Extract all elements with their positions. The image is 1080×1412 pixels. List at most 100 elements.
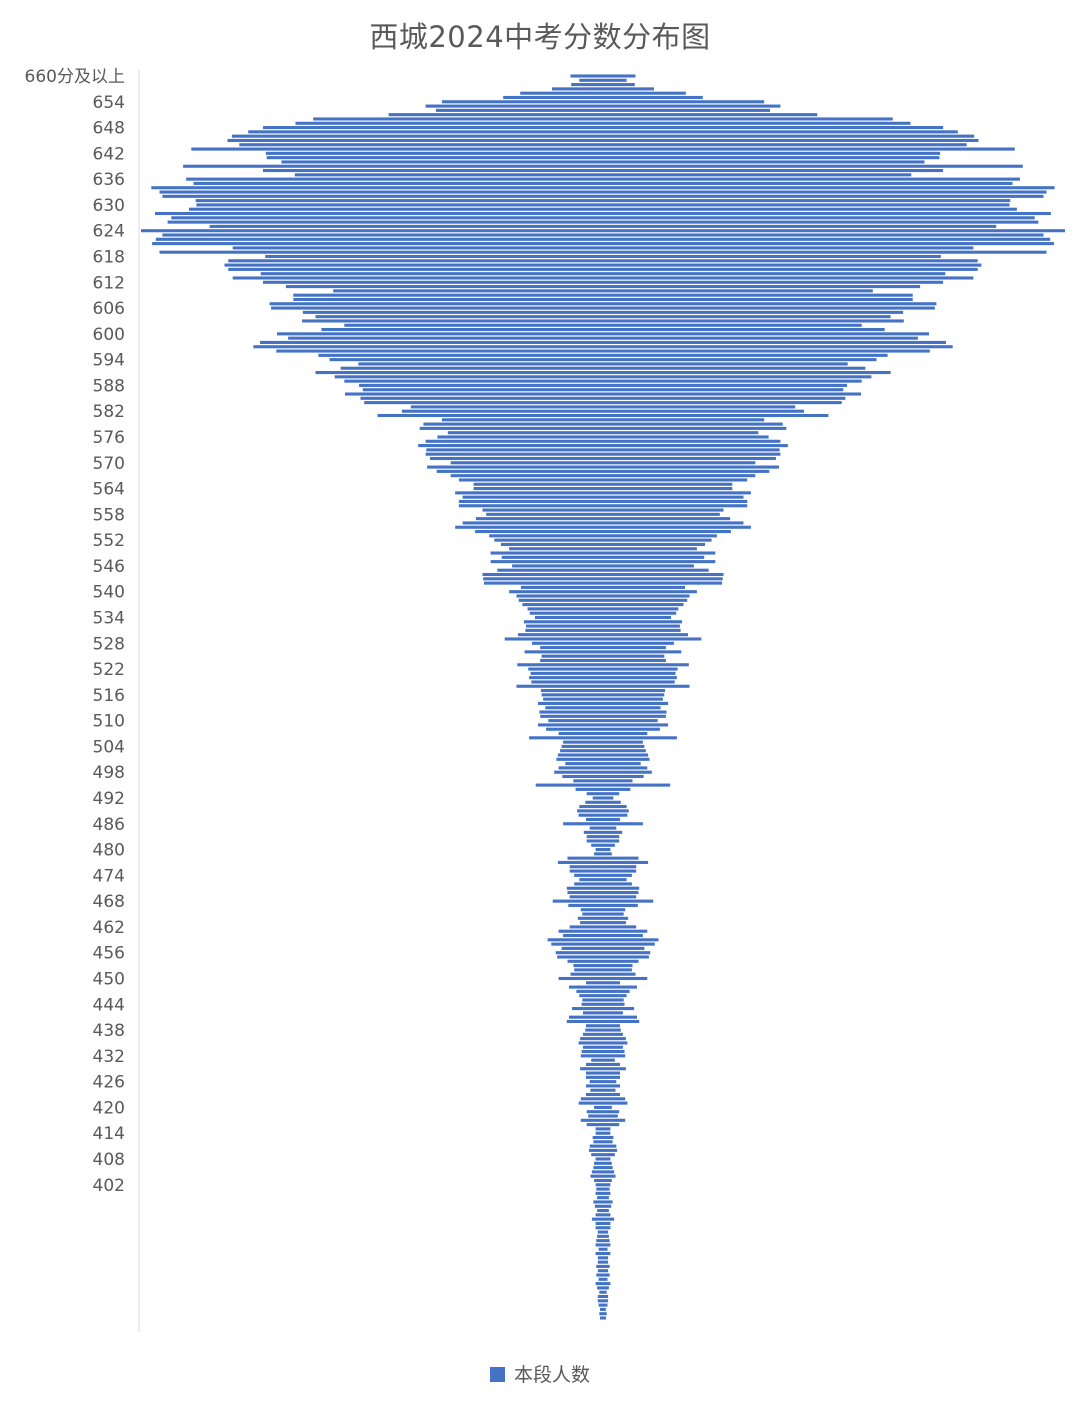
- bar: [583, 1032, 623, 1036]
- bar: [567, 959, 639, 963]
- y-tick-label: 522: [93, 660, 125, 680]
- bar: [597, 1196, 609, 1200]
- bar: [570, 74, 636, 78]
- y-tick-label: 504: [93, 737, 125, 757]
- bar: [569, 869, 637, 873]
- bar: [574, 873, 632, 877]
- bar: [423, 422, 783, 426]
- y-tick-label: 576: [93, 428, 125, 448]
- bar: [595, 1243, 611, 1247]
- bar: [155, 211, 1051, 216]
- bar: [401, 409, 804, 413]
- bar: [589, 1148, 618, 1152]
- bar: [281, 160, 925, 164]
- bar: [556, 757, 650, 761]
- bar: [594, 1105, 612, 1109]
- bar: [489, 534, 717, 538]
- bar: [598, 1277, 608, 1281]
- bar: [580, 1037, 626, 1041]
- bar: [490, 551, 716, 555]
- bar: [595, 1183, 611, 1187]
- bar: [595, 1213, 611, 1217]
- bar: [595, 848, 611, 852]
- bar: [294, 173, 912, 177]
- bar: [171, 216, 1035, 220]
- y-tick-label: 600: [93, 325, 125, 345]
- y-tick-label: 444: [93, 995, 125, 1015]
- bar: [410, 405, 796, 409]
- bar: [359, 383, 847, 387]
- bar: [579, 805, 627, 809]
- bar: [517, 663, 689, 667]
- bar: [582, 912, 624, 916]
- bar: [590, 1174, 616, 1178]
- bar: [441, 418, 765, 422]
- bar: [263, 280, 944, 284]
- bar: [152, 242, 1054, 246]
- bar: [578, 1041, 628, 1045]
- bar: [509, 547, 697, 551]
- y-tick-label: 438: [93, 1021, 125, 1041]
- bar: [288, 336, 918, 340]
- bar: [558, 929, 648, 933]
- bar: [586, 1110, 620, 1114]
- bar: [586, 839, 620, 843]
- bar: [599, 1290, 607, 1294]
- bar: [302, 319, 904, 323]
- bar: [563, 740, 643, 744]
- bar: [593, 1140, 613, 1144]
- bar: [580, 1067, 626, 1071]
- bar: [577, 809, 629, 813]
- bar: [425, 104, 781, 108]
- bar: [577, 916, 629, 920]
- bar: [586, 1071, 620, 1075]
- bar: [260, 340, 946, 344]
- bar: [321, 328, 885, 332]
- bar: [548, 719, 658, 723]
- bar: [183, 164, 1023, 168]
- chart-title: 西城2024中考分数分布图: [369, 20, 711, 54]
- bar: [585, 1028, 621, 1032]
- bar: [586, 1062, 620, 1066]
- bar: [425, 452, 781, 456]
- bar: [581, 1050, 625, 1054]
- bar: [589, 1080, 617, 1084]
- y-tick-label: 492: [93, 789, 125, 809]
- bar: [358, 362, 848, 366]
- y-tick-label: 432: [93, 1047, 125, 1067]
- y-tick-label: 552: [93, 531, 125, 551]
- bar: [277, 332, 929, 336]
- y-tick-label: 474: [93, 866, 125, 886]
- bar: [600, 1307, 606, 1311]
- bar: [224, 263, 982, 267]
- bar: [596, 1239, 610, 1243]
- y-tick-label: 498: [93, 763, 125, 783]
- bar: [581, 1002, 625, 1006]
- bar: [558, 976, 648, 981]
- bar: [269, 302, 937, 306]
- y-tick-label: 540: [93, 583, 125, 603]
- bar: [540, 689, 666, 693]
- bar: [538, 701, 669, 705]
- bar: [427, 465, 779, 469]
- bar: [458, 478, 748, 482]
- bar: [535, 615, 671, 620]
- y-tick-label: 648: [93, 119, 125, 139]
- bar: [231, 134, 975, 138]
- y-tick-label: 606: [93, 299, 125, 319]
- bar: [162, 194, 1044, 198]
- bar: [447, 431, 759, 435]
- legend-label: 本段人数: [513, 1364, 590, 1386]
- bar: [516, 594, 690, 598]
- bar: [482, 572, 724, 577]
- bar: [547, 938, 659, 942]
- bar: [509, 590, 697, 594]
- bar: [594, 852, 612, 856]
- bar: [512, 564, 694, 568]
- bar: [568, 903, 638, 907]
- bar: [541, 654, 665, 658]
- bar: [558, 731, 648, 736]
- bar: [578, 813, 628, 817]
- bar: [595, 1191, 611, 1195]
- bar: [591, 1058, 615, 1062]
